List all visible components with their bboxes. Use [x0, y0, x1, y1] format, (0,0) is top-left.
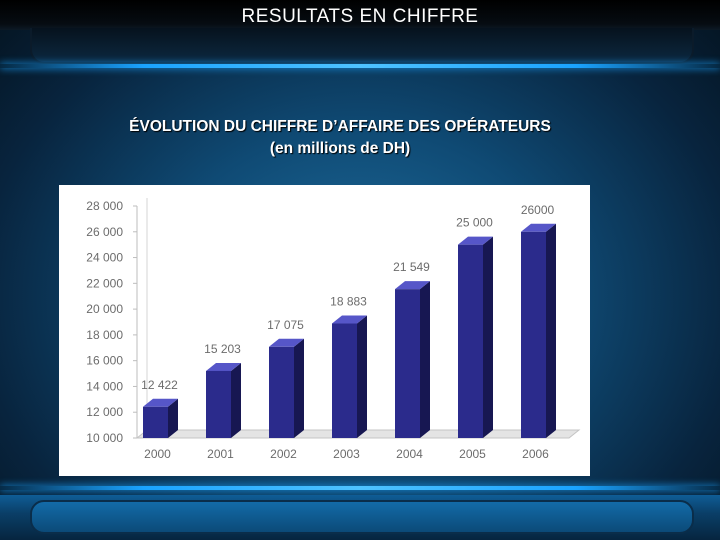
- bar-top: [332, 315, 367, 324]
- header-frame: [30, 28, 694, 64]
- slide-title: RESULTATS EN CHIFFRE: [241, 6, 479, 27]
- bar-top: [206, 362, 241, 371]
- data-label: 26000: [521, 203, 555, 217]
- y-tick-label: 16 000: [86, 354, 123, 368]
- bar: [395, 289, 420, 438]
- bar-side: [231, 362, 241, 438]
- x-tick-label: 2003: [333, 447, 360, 461]
- data-label: 18 883: [330, 295, 367, 309]
- y-tick-label: 24 000: [86, 251, 123, 265]
- bar-side: [483, 236, 493, 438]
- y-tick-label: 28 000: [86, 199, 123, 213]
- bar-side: [357, 315, 367, 438]
- y-tick-label: 18 000: [86, 328, 123, 342]
- bar-top: [395, 281, 430, 290]
- y-tick-label: 20 000: [86, 302, 123, 316]
- y-tick-label: 12 000: [86, 405, 123, 419]
- data-label: 25 000: [456, 216, 493, 230]
- bar: [143, 406, 168, 438]
- x-tick-label: 2002: [270, 447, 297, 461]
- bar: [206, 370, 231, 438]
- y-tick-label: 14 000: [86, 379, 123, 393]
- bar-side: [294, 338, 304, 438]
- bar: [521, 231, 546, 438]
- data-label: 15 203: [204, 342, 241, 356]
- x-tick-label: 2004: [396, 447, 423, 461]
- chart-subtitle: (en millions de DH): [269, 140, 411, 157]
- bar-top: [458, 236, 493, 245]
- x-tick-label: 2006: [522, 447, 549, 461]
- bar-chart: 10 000 12 000 14 000 16 000 18 000 20 000 22 0…: [86, 198, 581, 461]
- bar-top: [521, 223, 556, 232]
- bar-side: [546, 223, 556, 438]
- x-tick-label: 2000: [144, 447, 171, 461]
- bar-side: [420, 281, 430, 438]
- bar: [458, 244, 483, 438]
- bar-side: [168, 398, 178, 438]
- chart-panel: 10 000 12 000 14 000 16 000 18 000 20 000 22 0…: [59, 185, 590, 476]
- data-label: 21 549: [393, 260, 430, 274]
- y-tick-label: 26 000: [86, 225, 123, 239]
- x-tick-label: 2005: [459, 447, 486, 461]
- data-label: 12 422: [141, 378, 178, 392]
- data-label: 17 075: [267, 318, 304, 332]
- bar: [269, 346, 294, 438]
- footer-glow-line: [0, 486, 720, 490]
- bar-top: [269, 338, 304, 347]
- header-glow-line: [0, 64, 720, 68]
- y-tick-label: 22 000: [86, 276, 123, 290]
- footer-frame: [30, 500, 694, 534]
- top-bar: [0, 0, 720, 30]
- x-tick-label: 2001: [207, 447, 234, 461]
- bar-top: [143, 398, 178, 407]
- chart-title-block: ÉVOLUTION DU CHIFFRE D’AFFAIRE DES OPÉRA…: [60, 116, 620, 160]
- bar: [332, 323, 357, 438]
- y-tick-label: 10 000: [86, 431, 123, 445]
- chart-title: ÉVOLUTION DU CHIFFRE D’AFFAIRE DES OPÉRA…: [129, 118, 551, 135]
